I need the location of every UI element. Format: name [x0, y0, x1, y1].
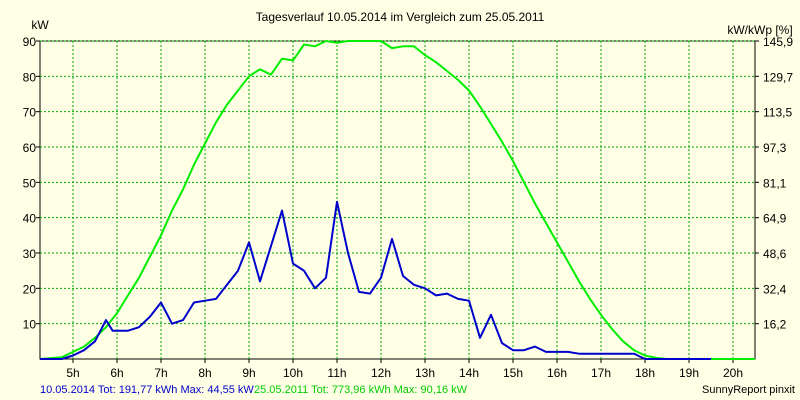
y-axis-left-label: kW: [31, 18, 49, 32]
x-tick-label: 9h: [242, 366, 255, 380]
x-tick-label: 17h: [591, 366, 611, 380]
y-tick-label-left: 10: [23, 318, 37, 332]
x-tick-label: 15h: [503, 366, 523, 380]
y-tick-label-left: 40: [23, 212, 37, 226]
x-tick-label: 14h: [459, 366, 479, 380]
y-tick-label-right: 129,7: [763, 70, 793, 84]
y-tick-label-right: 81,1: [763, 176, 787, 190]
legend-series-2: 25.05.2011 Tot: 773,96 kWh Max: 90,16 kW: [254, 384, 468, 396]
y-axis-right-label: kW/kWp [%]: [727, 23, 792, 37]
x-tick-label: 8h: [198, 366, 211, 380]
y-tick-label-right: 32,4: [763, 282, 787, 296]
legend-series-1: 10.05.2014 Tot: 191,77 kWh Max: 44,55 kW: [40, 384, 254, 396]
y-tick-label-left: 30: [23, 247, 37, 261]
x-tick-label: 6h: [110, 366, 123, 380]
y-tick-label-right: 113,5: [763, 106, 792, 120]
series-line-2: [39, 40, 755, 360]
chart-title: Tagesverlauf 10.05.2014 im Vergleich zum…: [256, 10, 545, 24]
x-tick-label: 13h: [415, 366, 435, 380]
x-tick-label: 20h: [723, 366, 743, 380]
y-tick-label-left: 80: [23, 70, 37, 84]
credit-text: SunnyReport pinxit: [702, 384, 795, 396]
y-tick-label-left: 50: [23, 176, 37, 190]
x-tick-label: 10h: [283, 366, 303, 380]
y-tick-label-right: 97,3: [763, 141, 787, 155]
series-line-1: [40, 200, 711, 360]
x-tick-label: 18h: [635, 366, 655, 380]
x-tick-label: 16h: [547, 366, 567, 380]
x-tick-label: 19h: [679, 366, 699, 380]
y-tick-label-left: 70: [23, 106, 37, 120]
y-tick-label-right: 145,9: [763, 35, 793, 49]
y-tick-label-right: 16,2: [763, 318, 787, 332]
y-tick-label-left: 90: [23, 35, 37, 49]
x-tick-label: 5h: [66, 366, 79, 380]
y-tick-label-left: 20: [23, 282, 37, 296]
y-tick-label-right: 64,9: [763, 212, 787, 226]
x-tick-label: 7h: [154, 366, 167, 380]
y-tick-label-left: 60: [23, 141, 37, 155]
plot-area: 5h 6h 7h 8h 9h 10h 11h 12h 13h 14h 15h 16h 17h 18h 19h…: [23, 35, 794, 380]
x-tick-label: 12h: [371, 366, 391, 380]
x-tick-label: 11h: [327, 366, 346, 380]
y-tick-label-right: 48,6: [763, 247, 787, 261]
